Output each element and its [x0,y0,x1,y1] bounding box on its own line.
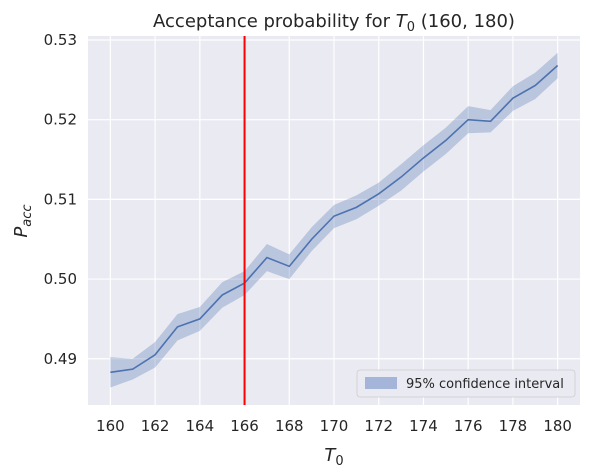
x-tick-label: 174 [409,417,438,435]
x-axis-label: T0 [324,445,343,469]
ylabel-var: P [11,227,32,238]
ylabel-sub: acc [20,204,35,226]
x-tick-label: 164 [185,417,214,435]
confidence-band [110,52,558,388]
xlabel-var: T [324,445,337,466]
title-var: T [396,11,409,32]
title-sub: 0 [407,20,415,35]
x-tick-label: 166 [230,417,259,435]
x-tick-labels: 160 162 164 166 168 170 172 174 176 178 180 [96,417,572,435]
title-prefix: Acceptance probability for [153,11,396,32]
x-tick-label: 172 [364,417,393,435]
xlabel-sub: 0 [335,454,343,469]
x-tick-label: 160 [96,417,125,435]
y-tick-label: 0.50 [44,270,77,288]
series-line [110,64,559,374]
chart-title: Acceptance probability for T0 (160, 180) [153,11,515,35]
legend-label: 95% confidence interval [406,377,564,392]
x-tick-label: 162 [141,417,170,435]
x-tick-label: 180 [543,417,572,435]
y-axis-label: Pacc [11,204,35,237]
y-tick-labels: 0.49 0.50 0.51 0.52 0.53 [44,31,77,368]
title-suffix: (160, 180) [415,11,515,32]
x-tick-label: 168 [275,417,304,435]
x-tick-label: 176 [454,417,483,435]
y-tick-label: 0.51 [44,190,77,208]
y-tick-label: 0.52 [44,111,77,129]
legend-swatch [365,377,397,389]
y-tick-label: 0.49 [44,350,77,368]
x-tick-label: 170 [320,417,349,435]
legend: 95% confidence interval [356,369,576,398]
grid [88,36,580,405]
x-tick-label: 178 [499,417,528,435]
y-tick-label: 0.53 [44,31,77,49]
legend-box [356,369,576,398]
